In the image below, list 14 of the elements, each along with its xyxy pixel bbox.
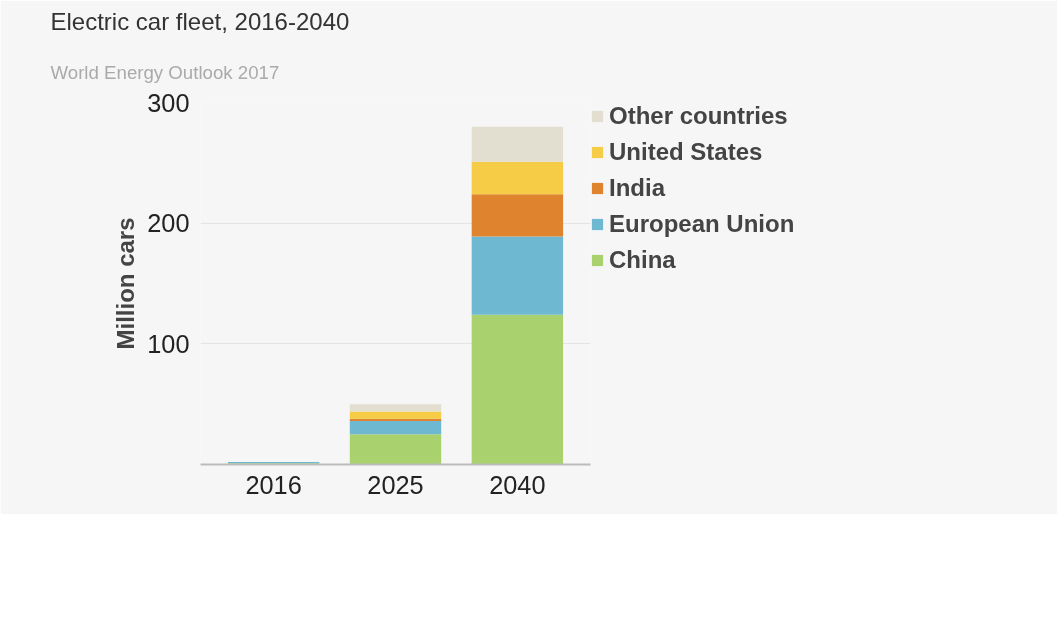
x-tick-label: 2025: [367, 470, 424, 499]
legend-label: India: [609, 174, 666, 202]
chart-subtitle: World Energy Outlook 2017: [50, 61, 280, 83]
legend-label: European Union: [609, 210, 795, 238]
y-tick-label: 300: [147, 88, 190, 117]
legend-label: China: [609, 246, 676, 274]
x-tick-label: 2016: [245, 470, 302, 499]
chart-title: Electric car fleet, 2016-2040: [50, 7, 350, 35]
y-tick-label: 100: [147, 329, 190, 358]
legend-label: United States: [609, 138, 763, 166]
y-axis-title: Million cars: [112, 217, 140, 350]
y-tick-label: 200: [147, 209, 190, 238]
x-tick-label: 2040: [489, 470, 546, 499]
legend-label: Other countries: [609, 102, 788, 130]
